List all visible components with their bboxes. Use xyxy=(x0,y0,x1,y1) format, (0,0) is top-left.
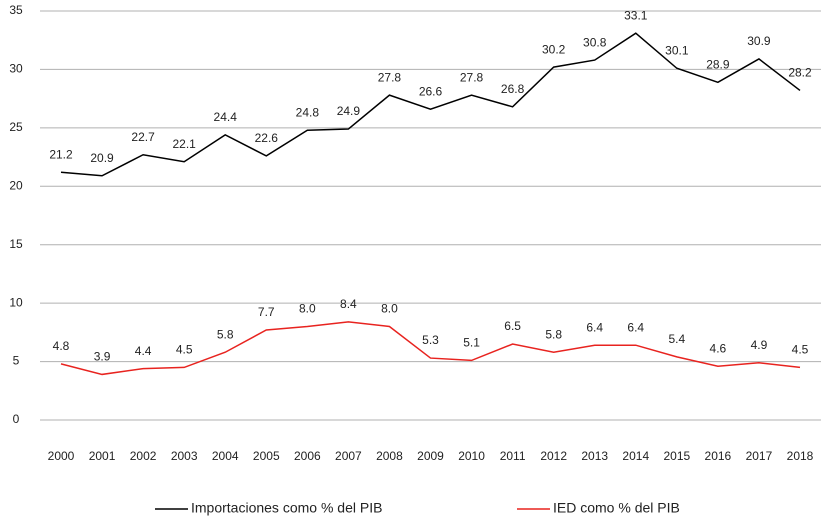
y-tick-label: 5 xyxy=(13,354,20,368)
data-label: 5.8 xyxy=(545,327,562,341)
data-label: 5.4 xyxy=(668,332,685,346)
data-label: 24.9 xyxy=(337,104,361,118)
x-tick-label: 2001 xyxy=(89,449,116,463)
x-tick-label: 2006 xyxy=(294,449,321,463)
x-tick-label: 2013 xyxy=(581,449,608,463)
data-label: 30.2 xyxy=(542,42,566,56)
y-tick-label: 20 xyxy=(9,178,23,192)
data-label: 3.9 xyxy=(94,350,111,364)
data-label: 30.8 xyxy=(583,35,607,49)
data-label: 4.4 xyxy=(135,344,152,358)
series-line xyxy=(60,32,801,177)
data-label: 30.1 xyxy=(665,43,689,57)
x-tick-label: 2010 xyxy=(458,449,485,463)
data-label: 22.6 xyxy=(255,131,279,145)
data-label: 6.5 xyxy=(504,319,521,333)
data-label: 8.4 xyxy=(340,297,357,311)
y-tick-label: 35 xyxy=(9,3,23,17)
data-label: 7.7 xyxy=(258,305,275,319)
data-label: 20.9 xyxy=(90,151,114,165)
data-label: 30.9 xyxy=(747,34,771,48)
data-label: 5.3 xyxy=(422,333,439,347)
series-line xyxy=(60,321,801,376)
data-label: 26.6 xyxy=(419,84,443,98)
x-tick-label: 2018 xyxy=(787,449,814,463)
y-tick-label: 0 xyxy=(13,412,20,426)
x-tick-label: 2016 xyxy=(705,449,732,463)
legend-label: Importaciones como % del PIB xyxy=(191,500,382,516)
data-label: 26.8 xyxy=(501,82,525,96)
data-label: 4.8 xyxy=(53,339,70,353)
y-tick-label: 15 xyxy=(9,237,23,251)
data-label: 8.0 xyxy=(381,302,398,316)
data-label: 22.1 xyxy=(172,137,196,151)
data-label: 33.1 xyxy=(624,8,648,22)
data-label: 24.8 xyxy=(296,105,320,119)
x-tick-label: 2005 xyxy=(253,449,280,463)
data-label: 4.6 xyxy=(710,341,727,355)
data-label: 24.4 xyxy=(214,110,238,124)
legend-label: IED como % del PIB xyxy=(553,500,680,516)
x-tick-label: 2012 xyxy=(540,449,567,463)
data-label: 27.8 xyxy=(460,70,484,84)
data-label: 22.7 xyxy=(131,130,155,144)
data-label: 21.2 xyxy=(49,147,73,161)
y-tick-label: 30 xyxy=(9,62,23,76)
data-label: 28.9 xyxy=(706,57,730,71)
data-label: 6.4 xyxy=(627,320,644,334)
x-tick-label: 2008 xyxy=(376,449,403,463)
data-label: 5.8 xyxy=(217,327,234,341)
data-label: 28.2 xyxy=(788,66,812,80)
x-tick-label: 2014 xyxy=(622,449,649,463)
x-tick-label: 2011 xyxy=(500,449,526,463)
x-tick-label: 2009 xyxy=(417,449,444,463)
x-tick-label: 2000 xyxy=(48,449,75,463)
data-label: 27.8 xyxy=(378,70,402,84)
x-tick-label: 2002 xyxy=(130,449,157,463)
data-label: 5.1 xyxy=(463,336,480,350)
data-label: 8.0 xyxy=(299,302,316,316)
data-label: 4.5 xyxy=(792,343,809,357)
y-tick-label: 25 xyxy=(9,120,23,134)
y-tick-label: 10 xyxy=(9,295,23,309)
data-label: 4.5 xyxy=(176,343,193,357)
x-tick-label: 2004 xyxy=(212,449,239,463)
x-tick-label: 2007 xyxy=(335,449,362,463)
data-label: 4.9 xyxy=(751,338,768,352)
x-tick-label: 2015 xyxy=(663,449,690,463)
x-tick-label: 2017 xyxy=(746,449,773,463)
data-label: 6.4 xyxy=(586,320,603,334)
x-tick-label: 2003 xyxy=(171,449,198,463)
